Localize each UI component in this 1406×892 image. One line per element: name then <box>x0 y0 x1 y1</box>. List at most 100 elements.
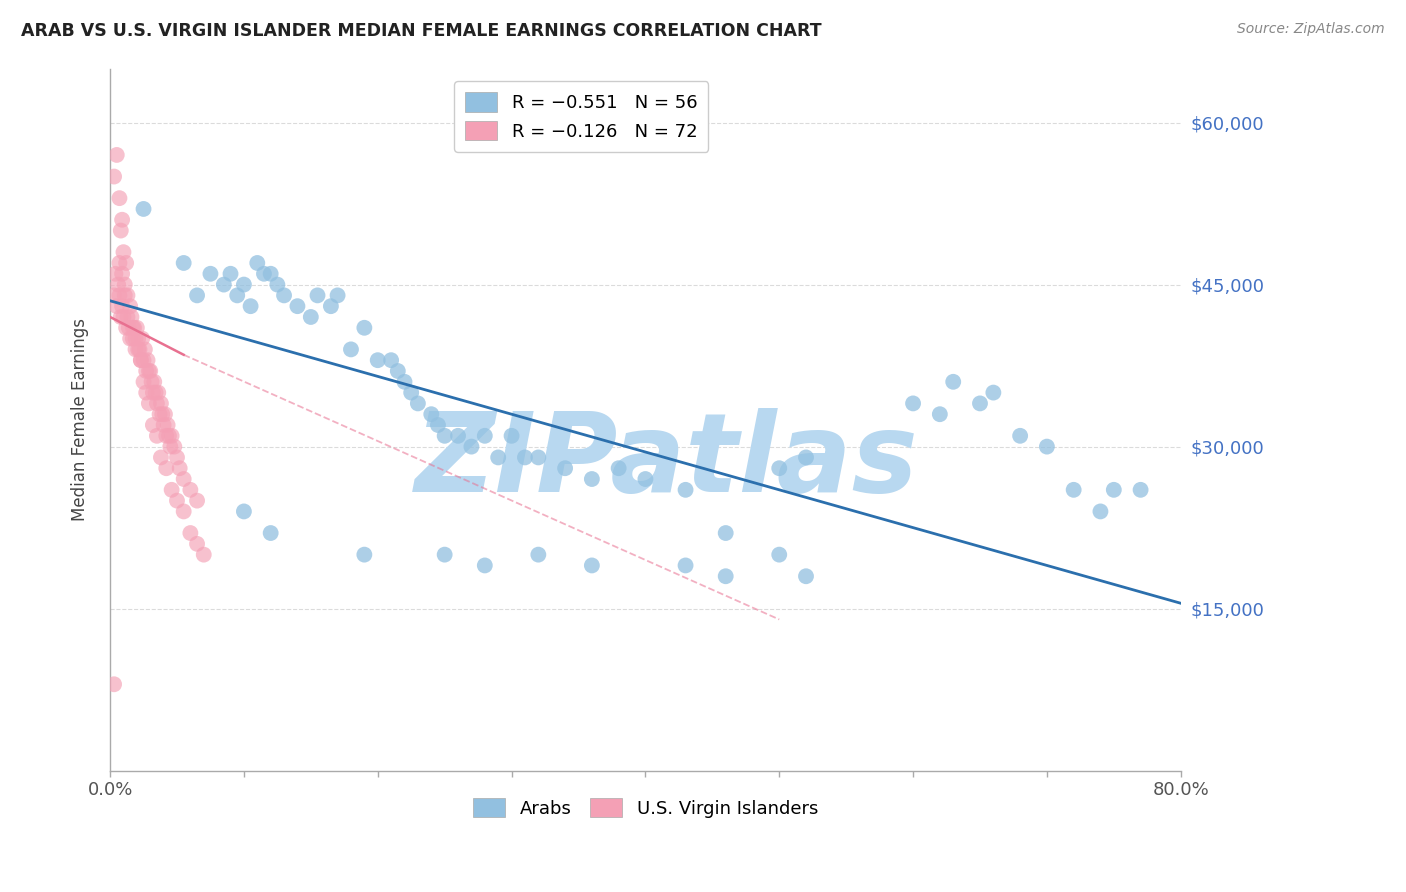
Point <box>145 385 167 400</box>
Point <box>193 548 215 562</box>
Point <box>179 483 201 497</box>
Point <box>105 148 128 162</box>
Point <box>226 288 249 302</box>
Point <box>406 396 429 410</box>
Point <box>103 169 125 184</box>
Point <box>129 353 152 368</box>
Legend: Arabs, U.S. Virgin Islanders: Arabs, U.S. Virgin Islanders <box>465 790 825 825</box>
Point <box>928 407 950 421</box>
Point <box>111 299 134 313</box>
Point <box>266 277 288 292</box>
Point <box>110 310 132 324</box>
Point <box>166 450 188 465</box>
Point <box>173 256 195 270</box>
Point <box>150 407 173 421</box>
Point <box>394 375 416 389</box>
Point <box>121 332 143 346</box>
Point <box>486 450 509 465</box>
Point <box>232 277 254 292</box>
Point <box>714 569 737 583</box>
Point <box>108 288 131 302</box>
Point <box>159 440 181 454</box>
Point <box>367 353 389 368</box>
Point <box>474 558 496 573</box>
Point <box>399 385 422 400</box>
Point <box>160 483 183 497</box>
Point <box>212 277 235 292</box>
Point <box>714 526 737 541</box>
Point <box>115 256 138 270</box>
Point <box>128 343 150 357</box>
Point <box>527 548 550 562</box>
Point <box>186 493 208 508</box>
Point <box>134 343 156 357</box>
Point <box>581 558 603 573</box>
Point <box>1063 483 1085 497</box>
Point <box>299 310 322 324</box>
Text: ARAB VS U.S. VIRGIN ISLANDER MEDIAN FEMALE EARNINGS CORRELATION CHART: ARAB VS U.S. VIRGIN ISLANDER MEDIAN FEMA… <box>21 22 821 40</box>
Point <box>124 332 146 346</box>
Point <box>581 472 603 486</box>
Point <box>127 343 149 357</box>
Point <box>156 417 179 432</box>
Point <box>447 429 470 443</box>
Point <box>149 396 172 410</box>
Point <box>260 267 283 281</box>
Point <box>513 450 536 465</box>
Point <box>169 461 191 475</box>
Point <box>1036 440 1059 454</box>
Point <box>136 353 159 368</box>
Point <box>114 288 136 302</box>
Point <box>135 385 157 400</box>
Point <box>433 429 456 443</box>
Point <box>219 267 242 281</box>
Point <box>131 332 153 346</box>
Point <box>426 417 449 432</box>
Point <box>117 310 139 324</box>
Point <box>1102 483 1125 497</box>
Point <box>149 407 172 421</box>
Point <box>142 417 165 432</box>
Point <box>232 504 254 518</box>
Point <box>527 450 550 465</box>
Point <box>353 548 375 562</box>
Point <box>387 364 409 378</box>
Point <box>108 191 131 205</box>
Point <box>157 429 180 443</box>
Point <box>121 310 143 324</box>
Point <box>124 343 146 357</box>
Point <box>420 407 443 421</box>
Point <box>607 461 630 475</box>
Point <box>200 267 222 281</box>
Point <box>768 461 790 475</box>
Point <box>121 320 143 334</box>
Point <box>253 267 276 281</box>
Point <box>149 450 172 465</box>
Point <box>969 396 991 410</box>
Point <box>166 493 188 508</box>
Point <box>103 288 125 302</box>
Point <box>433 548 456 562</box>
Point <box>148 385 170 400</box>
Text: ZIPatlas: ZIPatlas <box>415 409 918 516</box>
Point <box>554 461 576 475</box>
Point <box>186 288 208 302</box>
Point <box>110 223 132 237</box>
Point <box>120 299 142 313</box>
Text: Source: ZipAtlas.com: Source: ZipAtlas.com <box>1237 22 1385 37</box>
Point <box>153 407 176 421</box>
Point <box>117 288 139 302</box>
Point <box>460 440 482 454</box>
Point <box>794 450 817 465</box>
Point <box>141 375 163 389</box>
Point <box>675 558 697 573</box>
Point <box>260 526 283 541</box>
Point <box>173 472 195 486</box>
Point <box>794 569 817 583</box>
Point <box>105 299 128 313</box>
Point <box>634 472 657 486</box>
Point <box>340 343 363 357</box>
Point <box>142 385 165 400</box>
Point <box>118 320 141 334</box>
Point <box>179 526 201 541</box>
